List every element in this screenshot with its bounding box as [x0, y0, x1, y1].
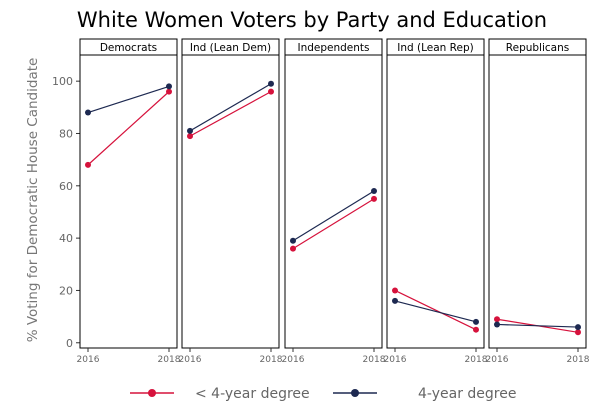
x-tick-label: 2016: [486, 355, 509, 365]
data-point-4-year-degree: [371, 188, 377, 195]
data-point-4-year-degree: [473, 318, 479, 325]
series-line-4-year-degree: [394, 300, 477, 323]
y-tick-label: 40: [59, 232, 73, 245]
legend-marker: [148, 389, 156, 397]
legend-item-4-year-degree: 4-year degree: [333, 386, 516, 402]
series-line-4-year-degree: [292, 198, 375, 250]
data-point-4-year-degree: [392, 287, 398, 294]
data-point-4-year-degree: [575, 324, 581, 331]
data-point-4-year-degree: [473, 326, 479, 333]
y-tick-label: 100: [52, 75, 73, 88]
y-tick-label: 60: [59, 180, 73, 193]
series-line-4-year-degree: [496, 323, 579, 328]
strip-label: Democrats: [100, 42, 157, 54]
panel-ind-lean-dem: Ind (Lean Dem) 2016 2018: [179, 38, 283, 365]
legend-label: < 4-year degree: [195, 386, 310, 402]
data-point-4-year-degree: [494, 316, 500, 323]
data-point-4-year-degree: [85, 109, 91, 116]
panel-frame: [284, 54, 383, 349]
chart-title: White Women Voters by Party and Educatio…: [77, 8, 547, 32]
legend: < 4-year degree 4-year degree: [130, 386, 516, 402]
data-point-4-year-degree: [290, 245, 296, 252]
x-tick-label: 2016: [384, 355, 407, 365]
panel-republicans: Republicans 2016 2018: [486, 38, 590, 365]
data-point-4-year-degree: [371, 195, 377, 202]
series-line-4-year-degree: [189, 83, 272, 132]
data-point-4-year-degree: [187, 133, 193, 140]
x-tick-label: 2016: [179, 355, 202, 365]
data-point-4-year-degree: [166, 88, 172, 95]
y-tick-label: 80: [59, 127, 73, 140]
data-point-4-year-degree: [268, 80, 274, 87]
data-point-4-year-degree: [290, 237, 296, 244]
series-line-4-year-degree: [87, 91, 170, 166]
panel-frame: [79, 54, 178, 349]
x-tick-label: 2018: [363, 355, 386, 365]
panel-democrats: Democrats 2016 2018: [77, 38, 181, 365]
legend-item-4-year-degree: < 4-year degree: [130, 386, 310, 402]
x-tick-label: 2018: [465, 355, 488, 365]
x-tick-label: 2016: [282, 355, 305, 365]
panel-frame: [386, 54, 485, 349]
data-point-4-year-degree: [166, 83, 172, 90]
x-tick-label: 2016: [77, 355, 100, 365]
y-tick-label: 0: [66, 337, 73, 350]
data-point-4-year-degree: [494, 321, 500, 328]
legend-marker: [351, 389, 359, 397]
x-tick-label: 2018: [567, 355, 590, 365]
data-point-4-year-degree: [575, 329, 581, 336]
series-line-4-year-degree: [189, 91, 272, 137]
series-line-4-year-degree: [87, 85, 170, 114]
data-point-4-year-degree: [392, 297, 398, 304]
panel-frame: [181, 54, 280, 349]
x-tick-label: 2018: [158, 355, 181, 365]
legend-label: 4-year degree: [418, 386, 516, 402]
data-point-4-year-degree: [268, 88, 274, 95]
y-tick-label: 20: [59, 284, 73, 297]
x-tick-label: 2018: [260, 355, 283, 365]
y-axis-title: % Voting for Democratic House Candidate: [25, 58, 41, 343]
strip-label: Independents: [297, 42, 369, 54]
panel-independents: Independents 2016 2018: [282, 38, 386, 365]
strip-label: Ind (Lean Dem): [190, 42, 271, 54]
strip-label: Ind (Lean Rep): [397, 42, 473, 54]
panel-ind-lean-rep: Ind (Lean Rep) 2016 2018: [384, 38, 488, 365]
data-point-4-year-degree: [85, 161, 91, 168]
series-line-4-year-degree: [292, 190, 375, 242]
panel-frame: [488, 54, 587, 349]
data-point-4-year-degree: [187, 127, 193, 134]
series-line-4-year-degree: [394, 289, 477, 331]
strip-label: Republicans: [506, 42, 569, 54]
